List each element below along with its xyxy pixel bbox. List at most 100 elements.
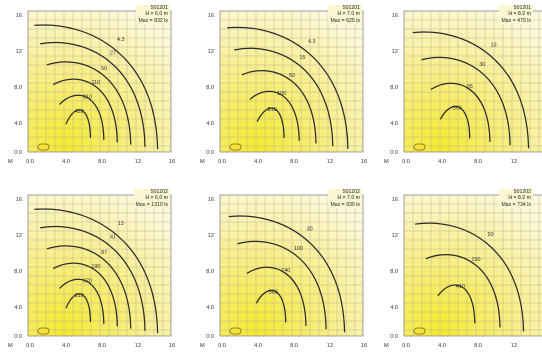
- y-tick-label: 8.0: [206, 269, 214, 275]
- luminaire-info-box: 501201 H = 8.0 m Max = 479 lx: [499, 5, 533, 24]
- x-tick-label: 8.0: [290, 343, 298, 349]
- x-tick-label: 8.0: [98, 159, 106, 165]
- plot-area: [219, 194, 364, 337]
- luminaire-info-box: 501202 H = 8.0 m Max = 734 lx: [499, 189, 533, 208]
- y-tick-label: 0.0: [390, 150, 398, 156]
- product-code: 501201: [150, 5, 168, 11]
- product-code: 501201: [513, 5, 531, 11]
- contour-label: 13: [118, 221, 124, 227]
- contour-line: [59, 94, 105, 141]
- contour-label: 4.3: [117, 37, 125, 43]
- y-tick-label: 8.0: [14, 269, 22, 275]
- isolux-panel: 50190410M0.04.08.0121616128.04.00.050120…: [380, 188, 542, 353]
- y-tick-label: 16: [392, 13, 398, 19]
- isolux-panel: 4.3 15 50 100 210 M 0.0 4.0 8.0 12 16 16 12 8.0 4.0 0.0…: [196, 4, 371, 169]
- x-tick-label: 8.0: [98, 343, 106, 349]
- max-illuminance: Max = 832 lx: [138, 17, 168, 24]
- x-tick-label: 8.0: [290, 159, 298, 165]
- y-tick-label: 12: [392, 49, 398, 55]
- contour-label: 390: [453, 105, 462, 111]
- contour-label: 370: [83, 279, 92, 285]
- contour-label: 100: [294, 246, 303, 252]
- contour-line: [34, 24, 159, 150]
- luminaire-marker: [37, 327, 50, 335]
- y-tick-label: 16: [392, 197, 398, 203]
- isolux-panel: 13 41 87 190 370 810 M 0.0 4.0 8.0 12 16 16 12 8.0 4.0 0…: [4, 188, 179, 353]
- y-tick-label: 0.0: [206, 150, 214, 156]
- product-code: 501202: [513, 189, 531, 195]
- contour-label: 30: [307, 226, 313, 232]
- y-tick-label: 12: [16, 233, 22, 239]
- mounting-height: H = 8.0 m: [508, 195, 531, 202]
- contour-label: 13: [491, 42, 497, 48]
- x-tick-label: 12: [135, 159, 141, 165]
- y-tick-label: 16: [208, 13, 214, 19]
- contour-line: [228, 215, 346, 333]
- x-tick-label: 4.0: [254, 343, 262, 349]
- contour-line: [46, 245, 132, 329]
- x-tick-label: 4.0: [62, 159, 70, 165]
- y-tick-label: 4.0: [14, 305, 22, 311]
- y-tick-label: 16: [16, 13, 22, 19]
- x-tick-label: 8.0: [474, 159, 482, 165]
- x-tick-label: 12: [135, 343, 141, 349]
- grid-lines: [220, 195, 363, 336]
- x-tick-label: 0.0: [218, 343, 226, 349]
- contour-line: [237, 240, 327, 330]
- contour-line: [241, 70, 317, 144]
- contour-label: 50: [289, 73, 295, 79]
- y-tick-label: 8.0: [14, 85, 22, 91]
- contour-line: [46, 61, 132, 145]
- luminaire-info-box: 501202 H = 6.0 m Max = 1310 lx: [133, 189, 170, 208]
- luminaire-marker: [229, 143, 242, 151]
- y-tick-label: 4.0: [206, 305, 214, 311]
- product-code: 501201: [342, 5, 360, 11]
- y-tick-label: 8.0: [206, 85, 214, 91]
- plot-area: [403, 194, 542, 337]
- grid-lines: [28, 195, 171, 336]
- isolux-panel: 4.3 27 50 110 210 420 M 0.0 4.0 8.0 12 16 16 12 8.0 4.0…: [4, 4, 179, 169]
- contour-label: 420: [75, 109, 84, 115]
- contour-label: 410: [456, 284, 465, 290]
- contour-line: [234, 47, 334, 147]
- contour-line: [255, 290, 287, 323]
- contour-line: [65, 109, 92, 139]
- x-tick-label: 0.0: [402, 343, 410, 349]
- luminaire-marker: [413, 327, 426, 335]
- product-code: 501202: [342, 189, 360, 195]
- contour-label: 190: [91, 264, 100, 270]
- x-axis-unit-label: M: [200, 159, 205, 165]
- mounting-height: H = 6.0 m: [145, 195, 168, 202]
- contour-line: [425, 254, 501, 328]
- luminaire-marker: [413, 143, 426, 151]
- x-tick-label: 12: [327, 343, 333, 349]
- x-tick-label: 4.0: [62, 343, 70, 349]
- x-axis-unit-label: M: [8, 343, 13, 349]
- y-tick-label: 4.0: [390, 305, 398, 311]
- plot-area: [27, 194, 172, 337]
- contour-label: 15: [299, 55, 305, 61]
- contour-line: [59, 278, 105, 325]
- contour-line: [412, 31, 530, 149]
- plot-area: [27, 10, 172, 153]
- luminaire-info-box: 501202 H = 7.0 m Max = 939 lx: [328, 189, 362, 208]
- contour-label: 810: [75, 293, 84, 299]
- contour-line: [256, 107, 285, 139]
- x-tick-label: 12: [511, 343, 517, 349]
- y-tick-label: 4.0: [390, 121, 398, 127]
- y-tick-label: 0.0: [206, 334, 214, 340]
- contour-label: 580: [269, 289, 278, 295]
- x-tick-label: 16: [361, 159, 367, 165]
- luminaire-info-box: 501201 H = 6.0 m Max = 832 lx: [136, 5, 170, 24]
- y-tick-label: 12: [208, 49, 214, 55]
- contour-label: 240: [281, 268, 290, 274]
- contour-line: [40, 42, 146, 148]
- mounting-height: H = 7.0 m: [337, 195, 360, 202]
- max-illuminance: Max = 1310 lx: [135, 201, 168, 208]
- contour-line: [227, 26, 349, 149]
- y-tick-label: 12: [392, 233, 398, 239]
- luminaire-marker: [229, 327, 242, 335]
